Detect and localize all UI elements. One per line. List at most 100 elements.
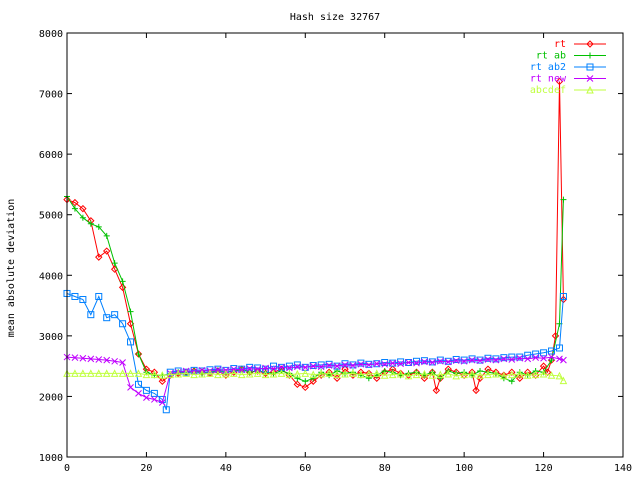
- data-point: [420, 369, 429, 378]
- data-point: [238, 366, 246, 374]
- data-point: [523, 371, 532, 379]
- data-point: [325, 360, 333, 368]
- data-point: [357, 370, 365, 379]
- data-point: [293, 361, 301, 369]
- data-point: [253, 369, 262, 377]
- data-point: [373, 360, 381, 368]
- data-point: [468, 369, 476, 378]
- data-point: [381, 359, 389, 367]
- plot-frame: [66, 32, 624, 458]
- data-point: [484, 356, 492, 363]
- data-point: [365, 369, 373, 378]
- data-point: [135, 390, 142, 397]
- data-point: [524, 355, 532, 363]
- data-point: [127, 308, 134, 315]
- data-point: [380, 371, 389, 379]
- data-point: [254, 365, 261, 373]
- data-point: [166, 370, 175, 379]
- data-point: [143, 394, 150, 401]
- data-point: [547, 371, 556, 379]
- data-point: [555, 77, 564, 86]
- series-line: [67, 372, 564, 382]
- chart-title: Hash size 32767: [290, 12, 380, 23]
- data-point: [269, 369, 278, 378]
- data-point: [548, 357, 555, 364]
- data-point: [142, 386, 150, 394]
- data-point: [531, 370, 540, 379]
- data-point: [119, 278, 126, 285]
- data-point: [560, 356, 567, 364]
- x-tick-label: 140: [614, 463, 632, 474]
- data-point: [397, 360, 404, 368]
- data-point: [285, 370, 294, 379]
- data-point: [79, 204, 87, 213]
- series-rt-ab2: [63, 289, 567, 414]
- data-point: [357, 359, 365, 367]
- data-point: [500, 371, 508, 380]
- data-point: [349, 369, 357, 377]
- data-point: [444, 358, 452, 366]
- data-point: [286, 364, 293, 372]
- data-point: [134, 369, 143, 377]
- data-point: [103, 232, 110, 239]
- x-tick-label: 40: [220, 463, 232, 474]
- data-point: [309, 362, 317, 370]
- data-point: [293, 363, 301, 371]
- data-point: [515, 369, 524, 378]
- data-point: [142, 370, 151, 379]
- x-tick-label: 20: [140, 463, 152, 474]
- data-point: [119, 359, 126, 366]
- data-point: [388, 370, 397, 379]
- legend-label: abcdef: [530, 85, 566, 96]
- data-point: [79, 296, 87, 304]
- x-tick-label: 60: [299, 463, 311, 474]
- data-point: [103, 356, 111, 364]
- legend-label: rt: [554, 39, 566, 50]
- data-point: [301, 369, 310, 377]
- data-point: [500, 354, 508, 362]
- y-tick-label: 1000: [39, 453, 63, 464]
- data-point: [182, 368, 190, 376]
- data-point: [452, 371, 461, 380]
- data-point: [309, 362, 317, 370]
- data-point: [492, 355, 500, 363]
- data-point: [500, 355, 508, 363]
- data-point: [293, 380, 302, 389]
- data-point: [412, 357, 420, 365]
- data-point: [253, 367, 262, 375]
- data-point: [87, 369, 95, 377]
- data-point: [452, 355, 460, 363]
- data-point: [310, 375, 317, 382]
- data-point: [539, 369, 548, 378]
- data-point: [373, 374, 381, 382]
- data-point: [71, 292, 79, 300]
- y-tick-label: 7000: [39, 90, 63, 101]
- y-axis-label: mean absolute deviation: [6, 199, 17, 337]
- plot-series: [63, 77, 568, 414]
- legend-marker: [586, 63, 594, 71]
- y-tick-label: 4000: [39, 271, 63, 282]
- data-point: [349, 362, 357, 369]
- data-point: [559, 292, 567, 300]
- data-point: [492, 356, 500, 364]
- data-point: [309, 377, 317, 385]
- data-point: [492, 369, 500, 378]
- data-point: [302, 378, 309, 385]
- data-point: [508, 378, 515, 385]
- legend-item: rt ab2: [530, 62, 606, 73]
- data-point: [325, 369, 333, 377]
- data-point: [95, 223, 102, 230]
- data-point: [404, 371, 413, 380]
- data-point: [484, 354, 492, 362]
- data-point: [102, 369, 111, 377]
- data-point: [317, 369, 325, 378]
- legend-item: rt ab: [536, 51, 606, 62]
- data-point: [230, 365, 238, 373]
- series-line: [66, 196, 564, 382]
- data-point: [397, 358, 405, 366]
- data-point: [79, 369, 87, 377]
- data-point: [79, 214, 86, 221]
- data-point: [111, 311, 119, 319]
- data-point: [95, 292, 103, 300]
